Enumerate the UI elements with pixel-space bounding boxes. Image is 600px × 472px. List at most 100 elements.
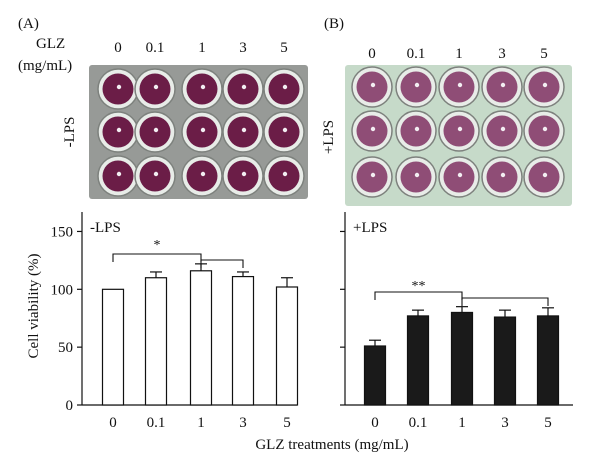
- well-highlight: [414, 172, 420, 178]
- significance-bracket-a-0: [112, 253, 202, 262]
- concentration-label-a-2: 1: [198, 40, 206, 56]
- well-highlight: [370, 82, 376, 88]
- well: [186, 73, 218, 105]
- chart-panel-label-a: -LPS: [90, 220, 121, 236]
- well-highlight: [116, 171, 122, 177]
- x-tick-label-a-3: 3: [239, 415, 247, 431]
- well: [486, 161, 518, 193]
- plate-a: [89, 65, 308, 199]
- well-highlight: [116, 127, 122, 133]
- x-tick-label-a-4: 5: [283, 415, 291, 431]
- y-axis-title: Cell viability (%): [26, 254, 42, 359]
- concentration-label-b-0: 0: [368, 46, 376, 62]
- well-highlight: [241, 171, 247, 177]
- bar-b-1: [450, 311, 474, 406]
- concentration-label-b-4: 5: [540, 46, 548, 62]
- well: [528, 115, 560, 147]
- x-axis-title: GLZ treatments (mg/mL): [255, 437, 408, 453]
- plate-b-side-label: +LPS: [321, 120, 337, 154]
- well: [356, 161, 388, 193]
- well: [443, 161, 475, 193]
- well-highlight: [542, 82, 548, 88]
- glz-unit-label: (mg/mL): [18, 58, 73, 74]
- x-tick-label-b-4: 5: [544, 415, 552, 431]
- bar-b-0: [363, 345, 387, 406]
- well-highlight: [200, 127, 206, 133]
- y-tick-label-3: 150: [51, 224, 74, 240]
- well-highlight: [500, 82, 506, 88]
- well: [102, 160, 134, 192]
- concentration-label-a-4: 5: [280, 40, 288, 56]
- well: [528, 161, 560, 193]
- well: [268, 73, 300, 105]
- plate-a-side-label: -LPS: [62, 117, 78, 148]
- bar-b-5: [536, 315, 560, 406]
- well: [528, 71, 560, 103]
- well-highlight: [457, 126, 463, 132]
- well-highlight: [200, 171, 206, 177]
- glz-header-label: GLZ: [36, 36, 66, 52]
- well-highlight: [542, 126, 548, 132]
- well: [102, 73, 134, 105]
- well-highlight: [500, 172, 506, 178]
- well-highlight: [282, 127, 288, 133]
- well-highlight: [414, 82, 420, 88]
- well: [486, 71, 518, 103]
- x-tick-label-b-0: 0: [371, 415, 379, 431]
- bar-a-1: [189, 270, 213, 406]
- well-highlight: [457, 82, 463, 88]
- well: [486, 115, 518, 147]
- well-highlight: [153, 84, 159, 90]
- well: [400, 71, 432, 103]
- well-highlight: [116, 84, 122, 90]
- significance-bracket-a-1: [200, 259, 244, 268]
- significance-mark-a: *: [154, 238, 161, 253]
- x-tick-label-a-0: 0: [109, 415, 117, 431]
- concentration-label-a-3: 3: [239, 40, 247, 56]
- well-highlight: [414, 126, 420, 132]
- well-highlight: [370, 172, 376, 178]
- x-tick-label-b-3: 3: [501, 415, 509, 431]
- significance-mark-b: **: [412, 279, 426, 294]
- well: [227, 73, 259, 105]
- chart-panel-label-b: +LPS: [353, 220, 387, 236]
- well: [400, 115, 432, 147]
- concentration-label-b-1: 0.1: [407, 46, 426, 62]
- concentration-label-a-0: 0: [114, 40, 122, 56]
- well: [227, 160, 259, 192]
- well-highlight: [200, 84, 206, 90]
- well-highlight: [457, 172, 463, 178]
- well-highlight: [542, 172, 548, 178]
- well-highlight: [153, 171, 159, 177]
- x-tick-label-a-1: 0.1: [147, 415, 166, 431]
- well: [443, 71, 475, 103]
- well: [356, 115, 388, 147]
- well: [186, 116, 218, 148]
- y-tick-label-0: 0: [66, 398, 74, 414]
- well-highlight: [370, 126, 376, 132]
- well-highlight: [153, 127, 159, 133]
- well-highlight: [282, 84, 288, 90]
- well: [139, 73, 171, 105]
- well: [139, 160, 171, 192]
- y-tick-label-1: 50: [58, 340, 73, 356]
- bar-a-0.1: [144, 277, 168, 406]
- well: [102, 116, 134, 148]
- well: [268, 116, 300, 148]
- concentration-label-a-1: 0.1: [146, 40, 165, 56]
- y-tick-label-2: 100: [51, 282, 74, 298]
- well: [268, 160, 300, 192]
- bar-a-0: [101, 288, 125, 406]
- well-highlight: [500, 126, 506, 132]
- well: [227, 116, 259, 148]
- bar-b-3: [493, 316, 517, 406]
- bar-b-0.1: [406, 315, 430, 406]
- well-highlight: [282, 171, 288, 177]
- x-tick-label-b-2: 1: [458, 415, 466, 431]
- concentration-label-b-2: 1: [455, 46, 463, 62]
- x-tick-label-b-1: 0.1: [409, 415, 428, 431]
- well: [443, 115, 475, 147]
- x-tick-label-a-2: 1: [197, 415, 205, 431]
- well: [356, 71, 388, 103]
